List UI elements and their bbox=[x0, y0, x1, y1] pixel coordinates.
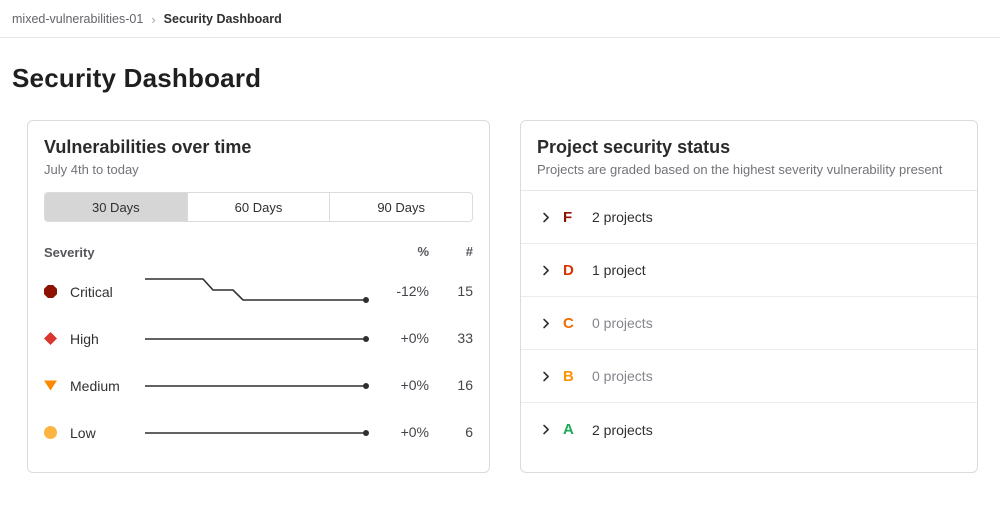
chevron-right-icon bbox=[543, 371, 549, 381]
vulnerabilities-over-time-card: Vulnerabilities over time July 4th to to… bbox=[27, 120, 490, 473]
grade-row-b[interactable]: B 0 projects bbox=[521, 350, 977, 403]
grade-project-count: 0 projects bbox=[592, 368, 653, 384]
severity-row-low: Low +0% 6 bbox=[44, 409, 473, 456]
severity-row-critical: Critical -12% 15 bbox=[44, 268, 473, 315]
grade-row-f[interactable]: F 2 projects bbox=[521, 191, 977, 244]
severity-row-medium: Medium +0% 16 bbox=[44, 362, 473, 409]
severity-count: 6 bbox=[465, 423, 473, 440]
medium-trend-sparkline bbox=[145, 382, 369, 389]
chevron-right-icon bbox=[543, 424, 549, 435]
grade-project-count: 2 projects bbox=[592, 209, 653, 225]
day-range-button-group: 30 Days 60 Days 90 Days bbox=[44, 192, 473, 222]
high-trend-sparkline bbox=[145, 335, 369, 342]
severity-critical-icon bbox=[44, 285, 57, 298]
grade-letter-a: A bbox=[563, 421, 574, 438]
grade-letter-f: F bbox=[563, 208, 573, 226]
critical-trend-sparkline bbox=[145, 277, 369, 303]
vulnerabilities-card-date-range: July 4th to today bbox=[44, 162, 139, 177]
grade-letter-d: D bbox=[563, 261, 574, 279]
project-security-status-card: Project security status Projects are gra… bbox=[520, 120, 978, 473]
grade-project-count: 0 projects bbox=[592, 315, 653, 331]
severity-column-header: Severity bbox=[44, 244, 95, 260]
tab-60-days[interactable]: 60 Days bbox=[187, 193, 331, 221]
grade-project-count: 2 projects bbox=[592, 421, 653, 438]
chevron-right-icon bbox=[543, 265, 549, 275]
project-status-title: Project security status bbox=[537, 137, 731, 157]
grade-letter-b: B bbox=[563, 367, 574, 385]
low-trend-sparkline bbox=[145, 429, 369, 436]
severity-count: 15 bbox=[457, 282, 473, 299]
severity-table: Severity % # Critical bbox=[44, 236, 473, 456]
tab-30-days[interactable]: 30 Days bbox=[45, 193, 188, 221]
severity-low-icon bbox=[44, 426, 57, 439]
chevron-right-icon bbox=[543, 318, 549, 328]
grade-row-c[interactable]: C 0 projects bbox=[521, 297, 977, 350]
breadcrumb-project-link[interactable]: mixed-vulnerabilities-01 bbox=[12, 12, 144, 26]
severity-count: 33 bbox=[457, 329, 473, 346]
breadcrumb-chevron-icon: › bbox=[151, 11, 156, 27]
grade-row-a[interactable]: A 2 projects bbox=[521, 403, 977, 456]
breadcrumb-current-page: Security Dashboard bbox=[163, 12, 282, 26]
page-title: Security Dashboard bbox=[12, 63, 262, 93]
severity-table-header: Severity % # bbox=[44, 236, 473, 268]
breadcrumb: mixed-vulnerabilities-01 › Security Dash… bbox=[0, 0, 1000, 38]
count-column-header: # bbox=[465, 244, 473, 259]
vulnerabilities-card-title: Vulnerabilities over time bbox=[44, 137, 252, 157]
severity-label: Critical bbox=[70, 283, 113, 300]
chevron-right-icon bbox=[543, 212, 549, 222]
percent-column-header: % bbox=[417, 244, 429, 259]
severity-change-percent: +0% bbox=[400, 423, 429, 440]
dashboard-cards-row: Vulnerabilities over time July 4th to to… bbox=[27, 120, 978, 473]
severity-high-icon bbox=[44, 332, 57, 345]
grade-row-d[interactable]: D 1 project bbox=[521, 244, 977, 297]
grade-project-count: 1 project bbox=[592, 262, 646, 278]
severity-count: 16 bbox=[457, 376, 473, 393]
severity-row-high: High +0% 33 bbox=[44, 315, 473, 362]
severity-medium-icon bbox=[44, 380, 57, 391]
severity-change-percent: -12% bbox=[396, 282, 429, 299]
tab-90-days[interactable]: 90 Days bbox=[330, 193, 472, 221]
severity-label: Low bbox=[70, 424, 96, 441]
project-status-subtitle: Projects are graded based on the highest… bbox=[537, 162, 943, 177]
severity-label: Medium bbox=[70, 377, 120, 394]
project-status-header: Project security status Projects are gra… bbox=[521, 121, 977, 191]
severity-change-percent: +0% bbox=[400, 329, 429, 346]
severity-change-percent: +0% bbox=[400, 376, 429, 393]
grade-letter-c: C bbox=[563, 314, 574, 332]
severity-label: High bbox=[70, 330, 99, 347]
